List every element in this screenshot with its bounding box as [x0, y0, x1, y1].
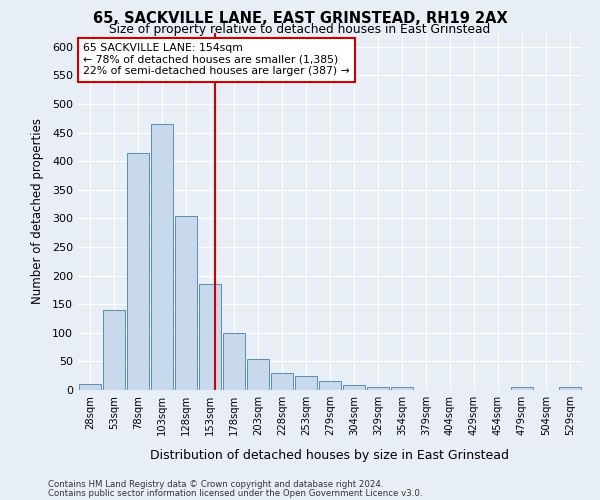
- Bar: [391, 387, 413, 390]
- Text: Contains public sector information licensed under the Open Government Licence v3: Contains public sector information licen…: [48, 488, 422, 498]
- Text: 65, SACKVILLE LANE, EAST GRINSTEAD, RH19 2AX: 65, SACKVILLE LANE, EAST GRINSTEAD, RH19…: [92, 11, 508, 26]
- Text: 65 SACKVILLE LANE: 154sqm
← 78% of detached houses are smaller (1,385)
22% of se: 65 SACKVILLE LANE: 154sqm ← 78% of detac…: [83, 43, 350, 76]
- Bar: [223, 333, 245, 390]
- Bar: [151, 124, 173, 390]
- Text: Size of property relative to detached houses in East Grinstead: Size of property relative to detached ho…: [109, 22, 491, 36]
- Bar: [343, 386, 365, 390]
- X-axis label: Distribution of detached houses by size in East Grinstead: Distribution of detached houses by size …: [151, 449, 509, 462]
- Bar: [247, 358, 269, 390]
- Bar: [271, 373, 293, 390]
- Bar: [319, 382, 341, 390]
- Bar: [79, 384, 101, 390]
- Bar: [367, 387, 389, 390]
- Bar: [559, 387, 581, 390]
- Bar: [199, 284, 221, 390]
- Y-axis label: Number of detached properties: Number of detached properties: [31, 118, 44, 304]
- Bar: [295, 376, 317, 390]
- Bar: [175, 216, 197, 390]
- Bar: [103, 310, 125, 390]
- Bar: [511, 387, 533, 390]
- Bar: [127, 152, 149, 390]
- Text: Contains HM Land Registry data © Crown copyright and database right 2024.: Contains HM Land Registry data © Crown c…: [48, 480, 383, 489]
